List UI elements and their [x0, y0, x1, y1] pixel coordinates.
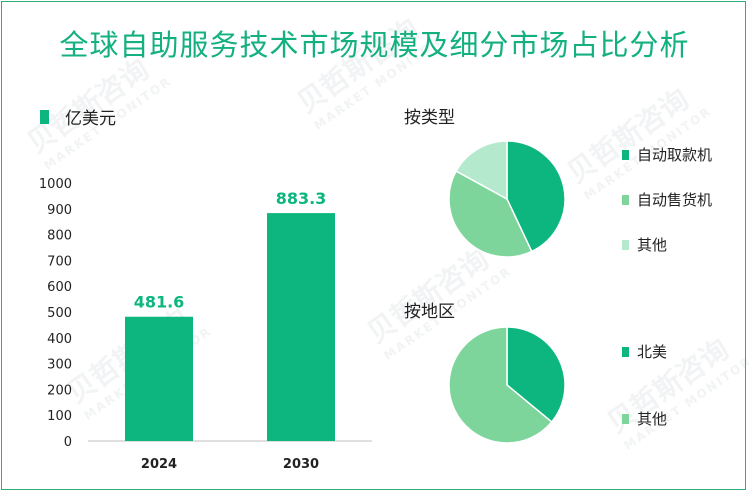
- pie-type-legend-item: 自动取款机: [622, 144, 712, 165]
- y-tick-label: 0: [64, 435, 72, 450]
- y-tick-label: 500: [47, 306, 72, 321]
- pie-type-legend-item: 其他: [622, 234, 667, 255]
- legend-label: 北美: [637, 343, 668, 361]
- legend-label: 亿美元: [65, 109, 116, 129]
- data-label: 883.3: [276, 189, 327, 208]
- legend-label: 其他: [637, 236, 668, 254]
- y-tick-label: 900: [47, 203, 72, 218]
- legend-swatch: [622, 239, 629, 250]
- pie-slice: [455, 140, 508, 201]
- pie-region-legend-item: 其他: [622, 408, 667, 429]
- data-label: 481.6: [134, 293, 185, 312]
- pie-slice: [506, 326, 566, 424]
- legend-swatch: [622, 149, 629, 160]
- pie-type-legend-item: 自动售货机: [622, 189, 712, 210]
- legend-label: 自动取款机: [637, 146, 713, 164]
- y-tick-label: 700: [47, 254, 72, 269]
- bar-legend: 亿美元: [40, 104, 116, 129]
- y-tick-label: 1000: [39, 177, 72, 192]
- pie-slice: [448, 326, 553, 444]
- y-tick-label: 100: [47, 409, 72, 424]
- pie-type-title: 按类型: [404, 108, 455, 128]
- chart-title: 全球自助服务技术市场规模及细分市场占比分析: [59, 28, 690, 62]
- y-tick-label: 600: [47, 280, 72, 295]
- legend-swatch: [40, 109, 49, 124]
- y-tick-label: 200: [47, 383, 72, 398]
- legend-swatch: [622, 413, 629, 424]
- x-tick-label: 2024: [141, 457, 177, 472]
- y-tick-label: 300: [47, 358, 72, 373]
- y-tick-label: 800: [47, 229, 72, 244]
- bar: [125, 316, 193, 441]
- legend-swatch: [622, 194, 629, 205]
- y-tick-label: 400: [47, 332, 72, 347]
- legend-label: 其他: [637, 410, 668, 428]
- pie-region-legend-item: 北美: [622, 341, 667, 362]
- legend-swatch: [622, 346, 629, 357]
- pie-slice: [506, 140, 566, 253]
- bar: [267, 213, 335, 441]
- pie-slice: [448, 170, 533, 258]
- legend-label: 自动售货机: [637, 191, 713, 209]
- x-tick-label: 2030: [283, 457, 319, 472]
- pie-region-title: 按地区: [404, 302, 455, 322]
